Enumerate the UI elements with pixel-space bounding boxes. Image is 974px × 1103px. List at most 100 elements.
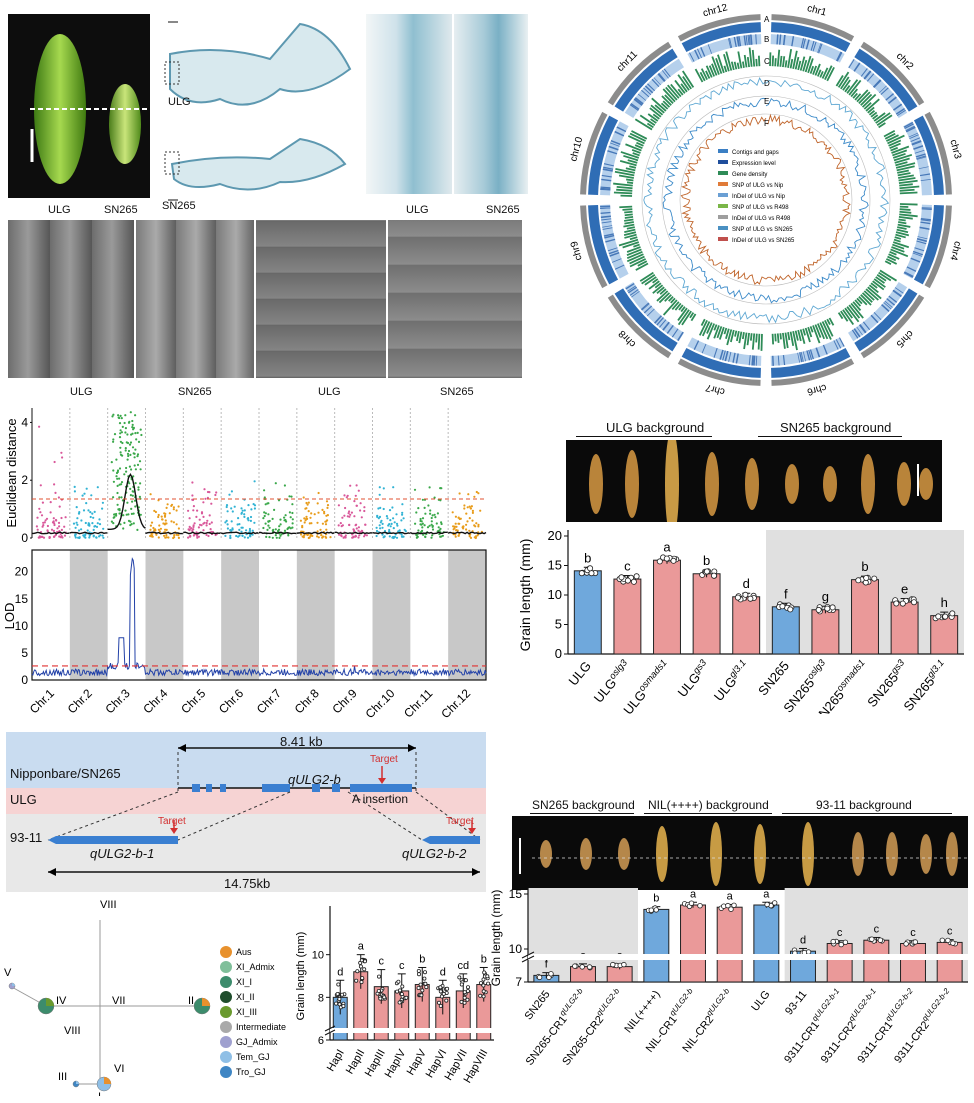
ytick-label: 10 <box>548 587 562 602</box>
ylabel: Euclidean distance <box>4 418 19 527</box>
manhattan-point <box>112 441 114 443</box>
grain <box>946 832 958 876</box>
grain-row-2 <box>512 816 968 890</box>
chr-tick-label: Chr.5 <box>178 686 208 716</box>
manhattan-point <box>466 520 468 522</box>
manhattan-point <box>430 537 432 539</box>
manhattan-point <box>151 522 153 524</box>
manhattan-point <box>249 528 251 530</box>
manhattan-point <box>173 508 175 510</box>
manhattan-point <box>363 510 365 512</box>
gene-b2: qULG2-b-2 <box>402 846 466 861</box>
manhattan-point <box>322 523 324 525</box>
data-point <box>363 968 366 971</box>
manhattan-point <box>250 520 252 522</box>
manhattan-point <box>189 528 191 530</box>
manhattan-point <box>75 533 77 535</box>
manhattan-point <box>263 489 265 491</box>
manhattan-point <box>137 464 139 466</box>
manhattan-point <box>280 523 282 525</box>
manhattan-point <box>178 537 180 539</box>
manhattan-point <box>97 522 99 524</box>
manhattan-point <box>132 491 134 493</box>
significance-letter: c <box>947 926 953 938</box>
legend-label: XI_I <box>236 977 252 987</box>
grain <box>852 832 864 876</box>
gene-density-bar <box>898 173 911 175</box>
gene-density-bar <box>714 325 716 331</box>
manhattan-point <box>153 529 155 531</box>
manhattan-point <box>245 529 247 531</box>
manhattan-point <box>91 522 93 524</box>
manhattan-point <box>292 518 294 520</box>
data-point <box>379 997 382 1000</box>
manhattan-point <box>171 504 173 506</box>
data-point <box>359 965 362 968</box>
manhattan-point <box>262 527 264 529</box>
data-point <box>398 1001 401 1004</box>
gene-svg <box>6 732 486 892</box>
data-point <box>588 566 593 571</box>
manhattan-point <box>140 514 142 516</box>
data-point <box>423 977 426 980</box>
legend-label: Tro_GJ <box>236 1067 266 1077</box>
gene-density-bar <box>900 204 918 205</box>
chr-label: chr6 <box>805 381 827 396</box>
header-sn265-background: SN265 background <box>780 420 891 435</box>
manhattan-point <box>227 523 229 525</box>
manhattan-point <box>417 529 419 531</box>
ytick: 0 <box>21 531 28 545</box>
manhattan-point <box>76 517 78 519</box>
track-letter: C <box>764 57 770 66</box>
manhattan-point <box>303 517 305 519</box>
grain <box>754 824 766 884</box>
exon <box>350 784 412 792</box>
ytick: 20 <box>15 565 29 579</box>
gene-block-b2 <box>422 836 480 844</box>
manhattan-point <box>58 496 60 498</box>
manhattan-point <box>247 504 249 506</box>
manhattan-point <box>358 490 360 492</box>
manhattan-point <box>360 502 362 504</box>
manhattan-point <box>120 415 122 417</box>
manhattan-point <box>150 533 152 535</box>
data-point <box>735 595 740 600</box>
manhattan-point <box>134 456 136 458</box>
gene-density-bar <box>900 193 918 194</box>
significance-letter: d <box>337 966 343 978</box>
manhattan-point <box>118 478 120 480</box>
data-point <box>856 578 861 583</box>
manhattan-point <box>262 517 264 519</box>
manhattan-point <box>275 482 277 484</box>
gene-density-bar <box>759 334 760 350</box>
manhattan-point <box>347 515 349 517</box>
gene-density-bar <box>748 57 749 67</box>
manhattan-point <box>82 495 84 497</box>
manhattan-point <box>129 454 131 456</box>
manhattan-point <box>206 524 208 526</box>
data-point <box>439 986 442 989</box>
ytick: 4 <box>21 415 28 429</box>
data-point <box>698 903 703 908</box>
manhattan-point <box>346 496 348 498</box>
chr-tick-label: Chr.9 <box>330 686 360 716</box>
header-2-9311: 93-11 background <box>816 798 912 812</box>
manhattan-point <box>338 524 340 526</box>
data-point <box>405 996 408 999</box>
manhattan-point <box>166 507 168 509</box>
manhattan-point <box>202 516 204 518</box>
manhattan-point <box>238 535 240 537</box>
manhattan-point <box>178 505 180 507</box>
manhattan-point <box>161 516 163 518</box>
data-point <box>904 942 909 947</box>
manhattan-point <box>125 467 127 469</box>
grain-label-sn265: SN265 <box>104 204 138 216</box>
manhattan-point <box>284 530 286 532</box>
manhattan-point <box>269 527 271 529</box>
gene-density-bar <box>724 66 726 72</box>
network-node-label: V <box>4 967 12 979</box>
manhattan-point <box>468 530 470 532</box>
manhattan-point <box>477 524 479 526</box>
manhattan-point <box>130 411 132 413</box>
data-point <box>383 996 386 999</box>
